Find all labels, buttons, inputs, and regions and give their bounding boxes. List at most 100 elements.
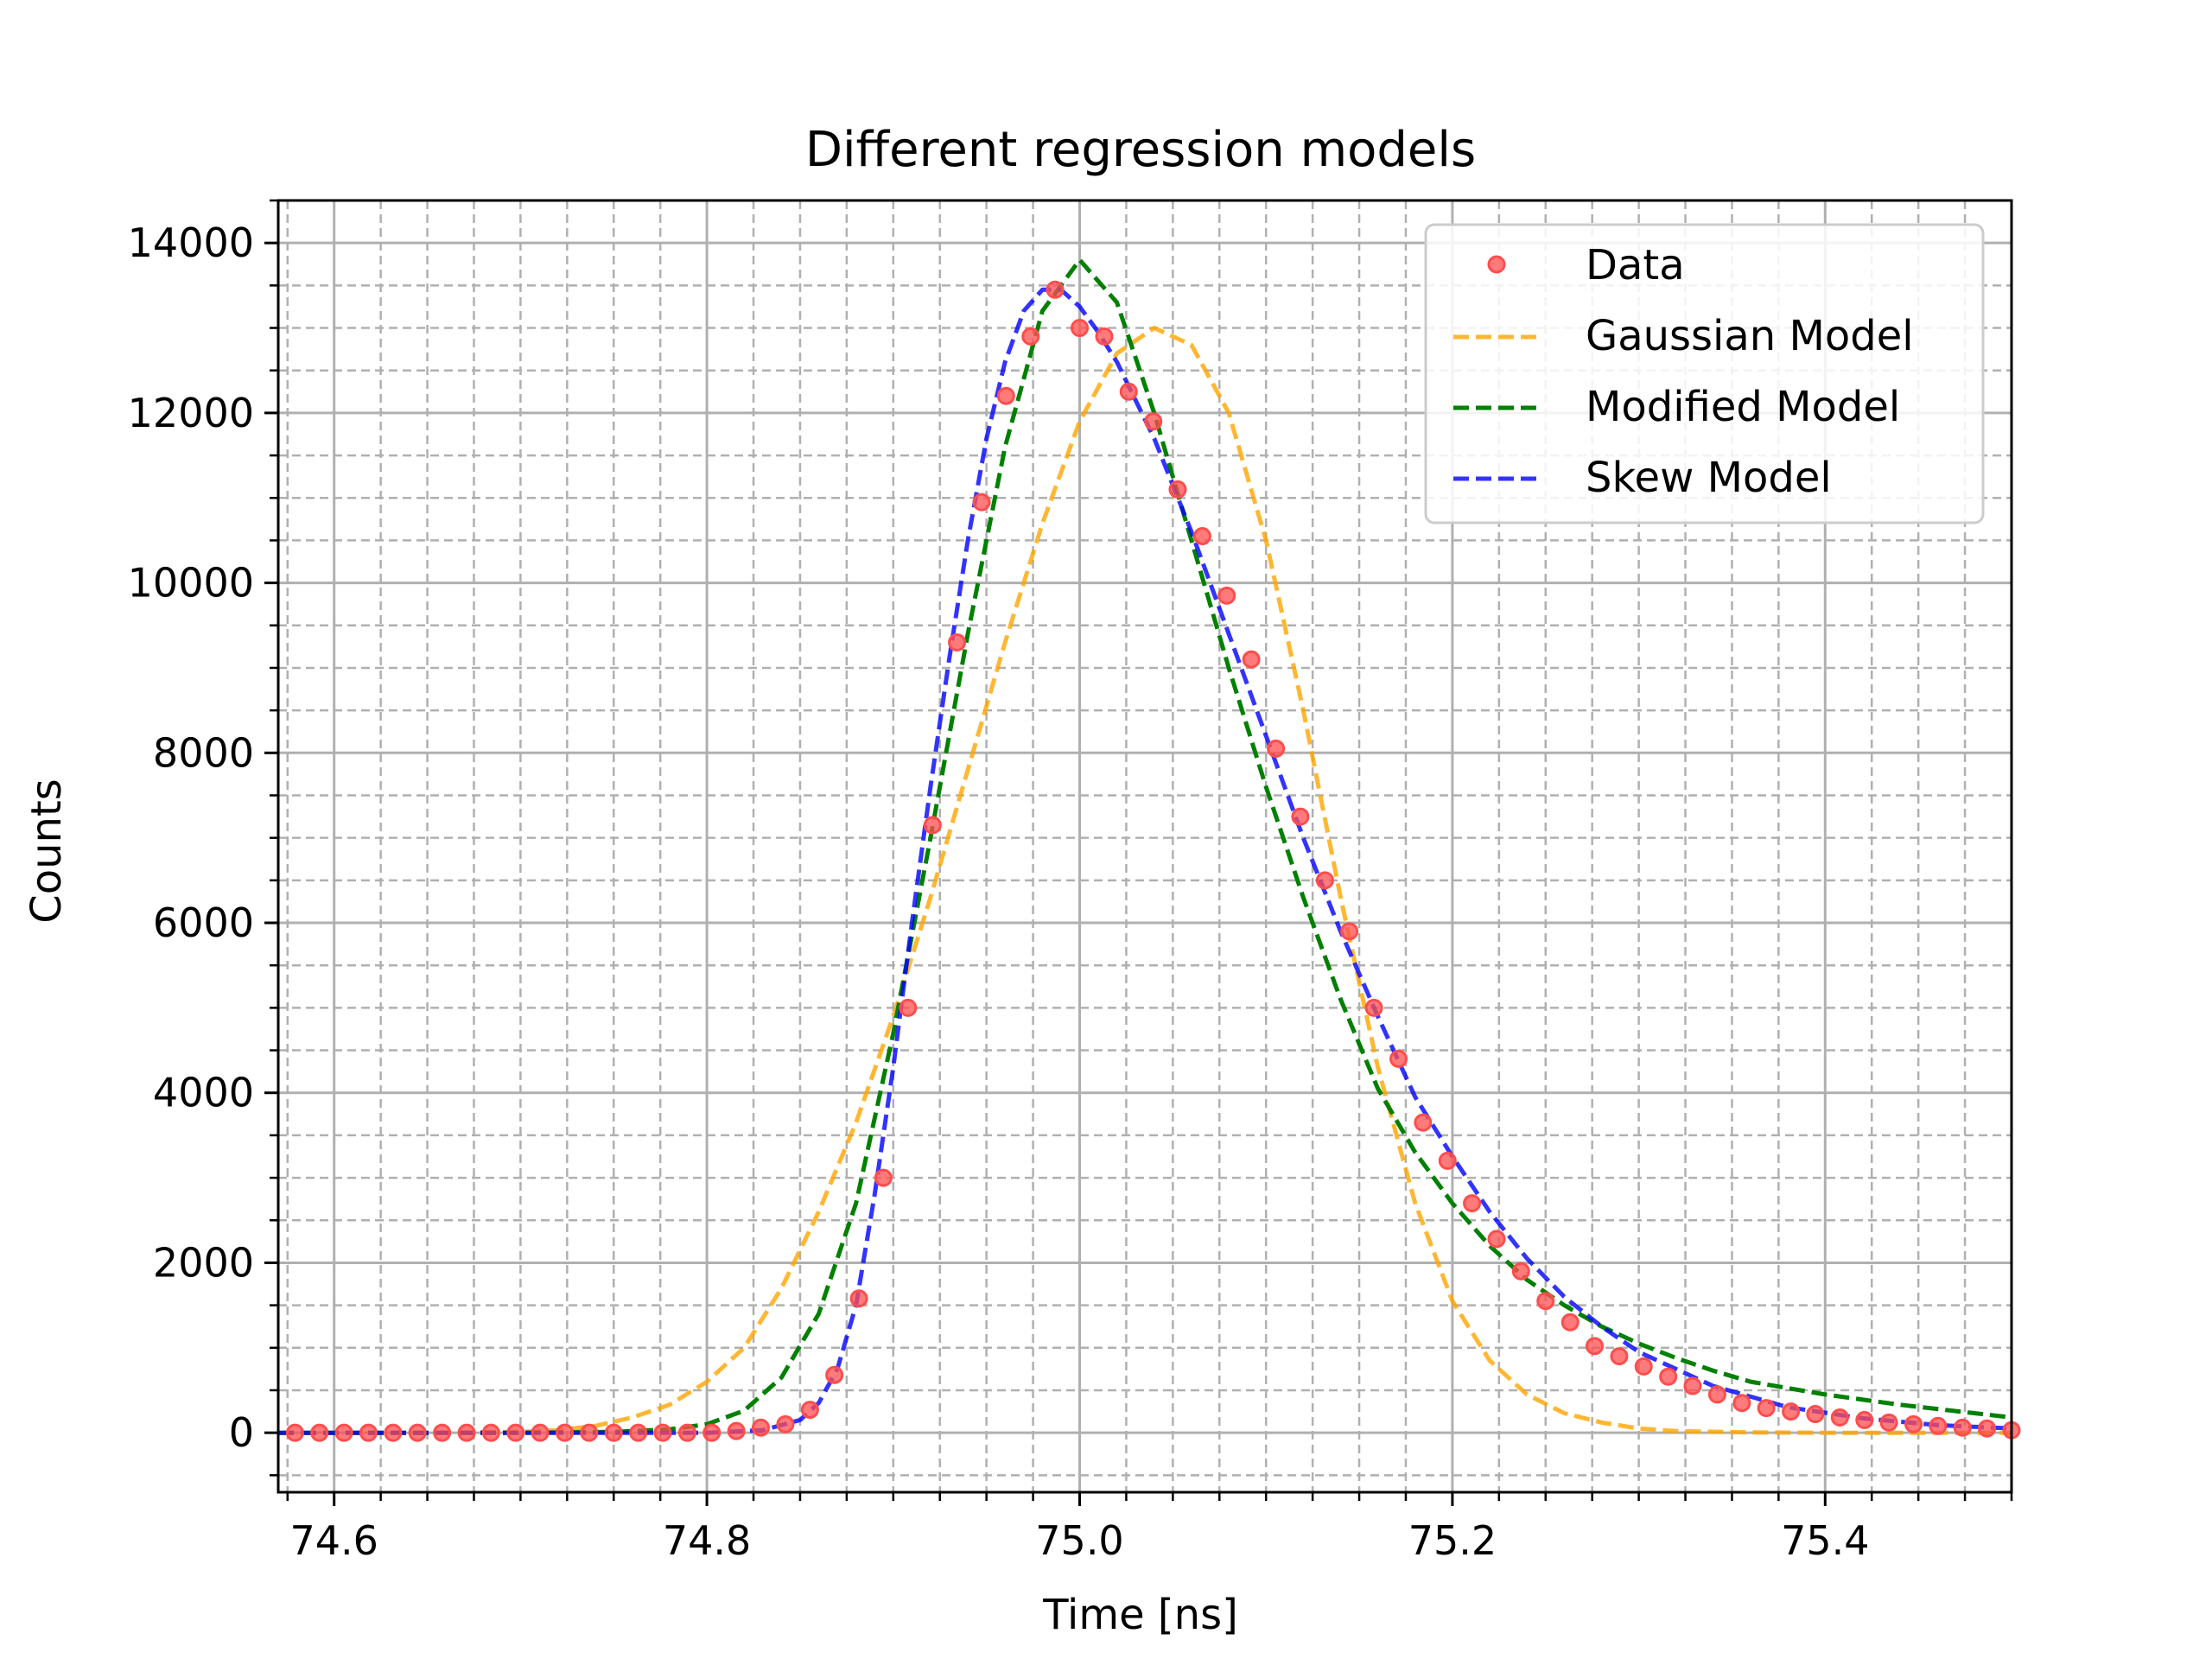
data-point	[310, 1423, 329, 1442]
skew-model-line	[278, 287, 2012, 1435]
data-point	[629, 1423, 648, 1442]
y-tick-label: 6000	[153, 899, 254, 946]
data-point	[1217, 586, 1236, 605]
data-point	[825, 1365, 844, 1384]
data-point	[1585, 1337, 1604, 1356]
data-point	[1389, 1049, 1408, 1068]
data-point	[359, 1423, 378, 1442]
data-point	[1046, 280, 1065, 299]
data-point	[285, 1423, 304, 1442]
y-tick-label: 8000	[153, 729, 254, 776]
data-point	[923, 816, 942, 835]
data-point	[1095, 327, 1114, 346]
data-point	[1560, 1313, 1580, 1332]
data-point	[899, 998, 918, 1017]
x-tick-label: 75.2	[1408, 1517, 1497, 1564]
data-point	[1904, 1414, 1923, 1433]
plot-frame	[276, 199, 2013, 1494]
data-point	[1782, 1402, 1801, 1421]
data-point	[1879, 1413, 1898, 1432]
data-point	[1732, 1394, 1751, 1413]
data-point	[1267, 739, 1286, 758]
data-point	[1953, 1418, 1972, 1437]
legend-label-skew: Skew Model	[1586, 454, 1832, 502]
legend-box	[1424, 223, 1985, 524]
y-axis-label: Counts	[22, 779, 71, 924]
x-tick-label: 75.0	[1035, 1517, 1123, 1564]
data-points	[285, 280, 2021, 1442]
data-point	[1683, 1376, 1702, 1395]
data-point	[1144, 412, 1163, 431]
data-point	[1021, 327, 1040, 346]
x-tick-label: 75.4	[1781, 1517, 1869, 1564]
data-point	[580, 1423, 599, 1442]
data-point	[800, 1401, 819, 1420]
gaussian-model-line	[278, 326, 2012, 1435]
axis-ticks	[264, 199, 2013, 1506]
y-tick-label: 0	[229, 1409, 254, 1456]
data-point	[1414, 1113, 1433, 1132]
data-point	[948, 632, 967, 652]
data-point	[481, 1423, 500, 1442]
legend: Data Gaussian Model Modified Model Skew …	[1424, 223, 1985, 524]
modified-model-line	[278, 257, 2012, 1435]
data-point	[1536, 1292, 1555, 1311]
x-tick-labels: 74.6 74.8 75.0 75.2 75.4	[289, 1517, 1869, 1564]
data-point	[1978, 1419, 1997, 1438]
data-point	[1806, 1405, 1825, 1424]
y-tick-label: 2000	[153, 1239, 254, 1286]
data-point	[384, 1423, 403, 1442]
data-point	[1315, 871, 1334, 890]
data-point	[506, 1423, 525, 1442]
data-point	[849, 1289, 868, 1308]
data-point	[1192, 527, 1211, 546]
data-point	[457, 1423, 476, 1442]
data-point	[874, 1168, 893, 1187]
data-point	[1242, 650, 1261, 669]
y-tick-label: 4000	[153, 1070, 254, 1116]
y-tick-label: 14000	[128, 219, 254, 266]
data-point	[1511, 1262, 1530, 1281]
data-point	[1071, 319, 1090, 338]
data-point	[408, 1423, 427, 1442]
data-point	[433, 1423, 452, 1442]
legend-marker-data	[1487, 255, 1506, 274]
data-point	[1830, 1408, 1849, 1427]
x-tick-label: 74.8	[663, 1517, 751, 1564]
data-point	[1340, 922, 1359, 941]
data-point	[1855, 1410, 1874, 1429]
data-point	[702, 1423, 721, 1442]
data-point	[727, 1421, 746, 1440]
data-point	[1291, 807, 1310, 826]
x-axis-label: Time [ns]	[1042, 1591, 1238, 1639]
data-point	[751, 1418, 770, 1437]
chart-title: Different regression models	[805, 122, 1476, 178]
data-point	[1487, 1230, 1506, 1249]
data-point	[1364, 998, 1383, 1017]
legend-label-data: Data	[1586, 241, 1685, 289]
data-point	[1168, 480, 1187, 499]
data-point	[1438, 1151, 1457, 1170]
data-point	[677, 1423, 696, 1442]
x-tick-label: 74.6	[289, 1517, 378, 1564]
data-point	[1634, 1357, 1653, 1376]
data-point	[1463, 1194, 1482, 1213]
data-point	[334, 1423, 353, 1442]
data-point	[972, 493, 991, 512]
y-tick-labels: 0 2000 4000 6000 8000 10000 12000 14000	[128, 219, 254, 1456]
data-point	[1929, 1416, 1948, 1435]
legend-label-gaussian: Gaussian Model	[1586, 312, 1914, 360]
data-point	[556, 1423, 575, 1442]
y-tick-label: 12000	[128, 390, 254, 436]
data-point	[1757, 1399, 1776, 1418]
legend-label-modified: Modified Model	[1586, 383, 1900, 431]
y-tick-label: 10000	[128, 560, 254, 607]
data-point	[653, 1423, 672, 1442]
data-point	[776, 1414, 795, 1433]
series-lines	[278, 257, 2012, 1435]
data-point	[996, 386, 1015, 405]
data-point	[604, 1423, 623, 1442]
data-point	[1707, 1385, 1726, 1404]
data-point	[1119, 382, 1138, 401]
